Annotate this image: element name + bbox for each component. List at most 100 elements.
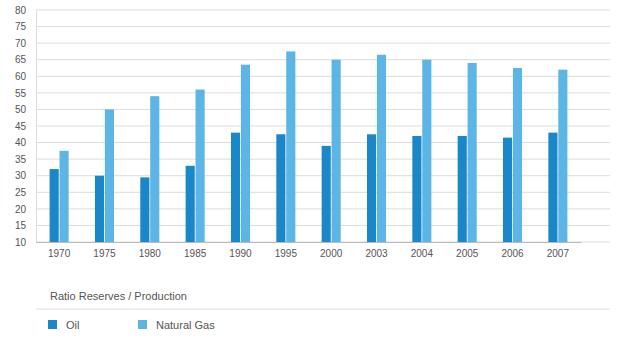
y-tick-label: 20 — [15, 204, 27, 215]
y-tick: 55 — [15, 88, 36, 99]
x-tick-label: 1985 — [184, 248, 207, 259]
y-tick-label: 30 — [15, 170, 27, 181]
bar — [150, 96, 159, 242]
y-tick: 20 — [15, 204, 36, 215]
bar — [422, 60, 431, 242]
grid-line — [36, 126, 610, 127]
grid — [36, 10, 610, 242]
x-tick: 2006 — [501, 242, 524, 259]
x-tick: 1975 — [93, 242, 116, 259]
x-tick: 2000 — [320, 242, 343, 259]
series — [60, 51, 568, 242]
bar — [105, 109, 114, 242]
y-tick-label: 55 — [15, 88, 27, 99]
x-tick: 2003 — [365, 242, 388, 259]
x-tick-label: 1980 — [139, 248, 162, 259]
y-tick: 30 — [15, 170, 36, 181]
bar — [196, 90, 205, 242]
y-tick-label: 10 — [15, 237, 27, 248]
y-tick-label: 70 — [15, 38, 27, 49]
legend-item: Natural Gas — [138, 319, 215, 331]
x-tick-label: 1975 — [93, 248, 116, 259]
bar — [458, 136, 467, 242]
y-tick-label: 45 — [15, 121, 27, 132]
bar — [322, 146, 331, 242]
bar — [332, 60, 341, 242]
grid-line — [36, 109, 610, 110]
x-tick: 1980 — [139, 242, 162, 259]
y-tick: 15 — [15, 220, 36, 231]
y-tick: 45 — [15, 121, 36, 132]
x-tick-label: 2006 — [501, 248, 524, 259]
bar — [513, 68, 522, 242]
x-tick-label: 1970 — [48, 248, 71, 259]
x-tick: 1985 — [184, 242, 207, 259]
grid-line — [36, 10, 610, 11]
x-tick: 2005 — [456, 242, 479, 259]
x-tick-label: 2004 — [411, 248, 434, 259]
y-tick-label: 80 — [15, 5, 27, 16]
x-tick-label: 2005 — [456, 248, 479, 259]
x-tick: 2007 — [547, 242, 570, 259]
bar — [276, 134, 285, 242]
bar — [503, 138, 512, 242]
grid-line — [36, 59, 610, 60]
bar — [548, 133, 557, 242]
y-tick: 25 — [15, 187, 36, 198]
y-tick-label: 35 — [15, 154, 27, 165]
y-tick-label: 40 — [15, 137, 27, 148]
y-tick-label: 75 — [15, 21, 27, 32]
y-tick: 10 — [15, 237, 36, 248]
legend-label: Oil — [66, 319, 79, 331]
bar — [377, 55, 386, 242]
bar — [558, 70, 567, 242]
bar — [367, 134, 376, 242]
x-tick: 1990 — [229, 242, 252, 259]
y-tick: 75 — [15, 21, 36, 32]
y-tick: 60 — [15, 71, 36, 82]
y-tick: 40 — [15, 137, 36, 148]
bar — [412, 136, 421, 242]
y-tick-label: 25 — [15, 187, 27, 198]
x-axis: 1970 1975 1980 1985 1990 1995 2000 2003 2004 2005… — [37, 242, 582, 259]
x-tick: 2004 — [411, 242, 434, 259]
y-tick-label: 15 — [15, 220, 27, 231]
series — [50, 133, 558, 242]
x-tick: 1995 — [275, 242, 298, 259]
bar — [60, 151, 69, 242]
y-tick-label: 50 — [15, 104, 27, 115]
grid-line — [36, 142, 610, 143]
y-tick: 65 — [15, 54, 36, 65]
bar — [140, 177, 149, 242]
bar — [286, 51, 295, 242]
y-tick-label: 65 — [15, 54, 27, 65]
bar — [95, 176, 104, 242]
y-tick: 35 — [15, 154, 36, 165]
grid-line — [36, 92, 610, 93]
grid-line — [36, 26, 610, 27]
legend-rule — [36, 309, 610, 310]
y-tick-label: 60 — [15, 71, 27, 82]
y-tick: 70 — [15, 38, 36, 49]
grid-line — [36, 43, 610, 44]
legend-swatch — [48, 320, 57, 329]
legend-swatch — [138, 320, 147, 329]
bar — [241, 65, 250, 242]
legend-label: Natural Gas — [156, 319, 215, 331]
x-tick-label: 2007 — [547, 248, 570, 259]
legend-title: Ratio Reserves / Production — [50, 290, 187, 302]
y-axis-line — [36, 11, 37, 243]
bar — [186, 166, 195, 242]
grid-line — [36, 76, 610, 77]
x-tick-label: 1995 — [275, 248, 298, 259]
x-axis-line — [37, 242, 582, 243]
bars — [50, 51, 568, 242]
chart: 1015202530354045505560657075801970197519… — [0, 0, 617, 338]
y-tick: 50 — [15, 104, 36, 115]
bar — [50, 169, 59, 242]
legend-item: Oil — [48, 319, 79, 331]
bar — [468, 63, 477, 242]
y-axis: 10 15 20 25 30 35 40 45 50 55 60 65 70 75 80 — [15, 5, 37, 248]
legend: Ratio Reserves / Production Oil Natural Ga… — [36, 290, 610, 331]
bar — [231, 133, 240, 242]
